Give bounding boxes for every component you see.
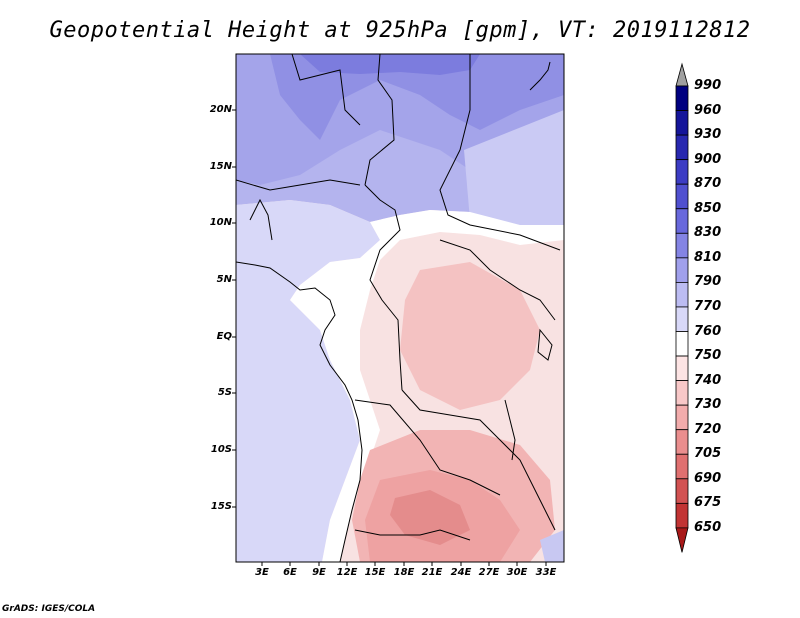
colorbar-swatch-675 <box>675 502 689 529</box>
colorbar-label-960: 960 <box>694 102 722 118</box>
corner-low-ne <box>540 530 564 562</box>
colorbar-swatch-810 <box>675 257 689 283</box>
colorbar-label-900: 900 <box>694 151 722 167</box>
border-c <box>439 54 561 251</box>
colorbar <box>675 62 689 553</box>
lon-label-6e: 6E <box>283 567 297 578</box>
lon-label-33e: 33E <box>535 567 557 578</box>
band-870 <box>300 54 480 75</box>
lat-label-10n: 10N <box>209 217 232 228</box>
lon-label-12e: 12E <box>336 567 358 578</box>
border-e <box>439 239 556 321</box>
border-h <box>354 529 471 541</box>
map-frame <box>235 53 565 563</box>
lake-1 <box>504 399 516 461</box>
coastlines-borders <box>236 54 561 562</box>
colorbar-swatch-850 <box>675 208 689 234</box>
lon-label-27e: 27E <box>478 567 500 578</box>
colorbar-swatch-770 <box>675 306 689 332</box>
colorbar-swatch-740 <box>675 380 689 406</box>
colorbar-label-760: 760 <box>694 323 722 339</box>
lon-label-15e: 15E <box>364 567 386 578</box>
colorbar-swatch-930 <box>675 134 689 161</box>
colorbar-label-750: 750 <box>694 348 722 364</box>
border-a <box>364 54 395 186</box>
band-720 <box>390 490 470 545</box>
lon-label-9e: 9E <box>312 567 326 578</box>
border-f <box>401 389 556 531</box>
border-d <box>364 184 403 391</box>
band-790-east <box>464 110 564 235</box>
colorbar-swatch-830 <box>675 232 689 259</box>
lat-label-5n: 5N <box>216 274 232 285</box>
lat-label-15s: 15S <box>210 501 232 512</box>
colorbar-label-705: 705 <box>694 446 722 462</box>
colorbar-label-730: 730 <box>694 397 722 413</box>
lat-label-10s: 10S <box>210 444 232 455</box>
colorbar-swatch-730 <box>675 404 689 431</box>
lat-label-20n: 20N <box>209 104 232 115</box>
lat-label-15n: 15N <box>209 161 232 172</box>
red-sea <box>529 61 551 91</box>
lon-label-30e: 30E <box>506 567 528 578</box>
map-title: Geopotential Height at 925hPa [gpm], VT:… <box>49 18 751 43</box>
axis-ticks <box>232 109 547 566</box>
colorbar-swatch-705 <box>675 453 689 480</box>
colorbar-label-810: 810 <box>694 249 722 265</box>
lat-label-eq: EQ <box>216 331 232 342</box>
colorbar-label-870: 870 <box>694 176 722 192</box>
height-field <box>236 54 564 562</box>
lon-label-21e: 21E <box>421 567 443 578</box>
colorbar-label-850: 850 <box>694 200 722 216</box>
grads-credit: GrADS: IGES/COLA <box>2 604 96 614</box>
colorbar-label-675: 675 <box>694 495 722 511</box>
colorbar-swatch-990 <box>675 85 689 111</box>
colorbar-label-740: 740 <box>694 372 722 388</box>
colorbar-swatch-720 <box>675 429 689 455</box>
lake-2 <box>537 328 553 361</box>
lon-label-18e: 18E <box>393 567 415 578</box>
colorbar-label-830: 830 <box>694 225 722 241</box>
colorbar-swatch-870 <box>675 183 689 210</box>
colorbar-label-790: 790 <box>694 274 722 290</box>
border-g <box>354 399 501 496</box>
colorbar-swatch-790 <box>675 281 689 308</box>
band-850 <box>270 54 564 140</box>
colorbar-swatch-650 <box>675 527 689 553</box>
lon-label-3e: 3E <box>255 567 269 578</box>
colorbar-swatch-960 <box>675 110 689 136</box>
lat-label-5s: 5S <box>217 387 232 398</box>
band-760 <box>290 210 564 562</box>
colorbar-label-720: 720 <box>694 421 722 437</box>
ocean-770 <box>236 200 380 562</box>
lon-label-24e: 24E <box>450 567 472 578</box>
colorbar-label-650: 650 <box>694 519 722 535</box>
border-b <box>291 54 361 126</box>
colorbar-label-690: 690 <box>694 470 722 486</box>
colorbar-label-770: 770 <box>694 298 722 314</box>
west-africa-coast <box>236 261 363 562</box>
colorbar-swatch-750 <box>675 355 689 381</box>
colorbar-swatch-760 <box>675 331 689 357</box>
band-740-a <box>400 262 540 410</box>
border-i <box>236 179 361 191</box>
colorbar-label-990: 990 <box>694 78 722 93</box>
colorbar-swatch-690 <box>675 478 689 504</box>
colorbar-swatch-900 <box>675 159 689 185</box>
border-j <box>249 198 273 241</box>
colorbar-label-930: 930 <box>694 127 722 143</box>
colorbar-top-arrow <box>675 62 689 87</box>
